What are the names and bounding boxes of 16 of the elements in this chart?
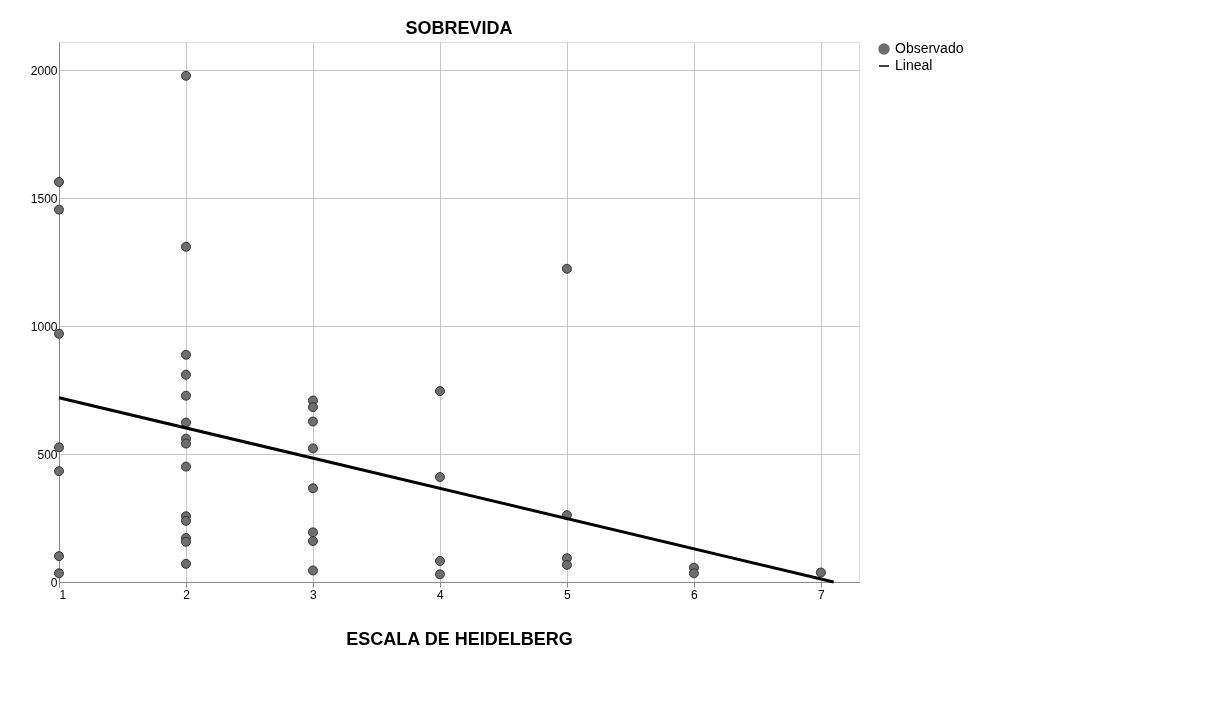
legend-label: Observado — [895, 40, 964, 56]
y-tick-label: 0 — [50, 575, 58, 590]
x-tick-label: 1 — [59, 587, 67, 602]
x-tick-label: 3 — [310, 587, 318, 602]
x-tick-label: 7 — [818, 587, 826, 602]
x-tick-label: 6 — [691, 587, 699, 602]
legend-label: Lineal — [895, 57, 933, 73]
y-tick-label: 2000 — [30, 63, 58, 78]
x-tick-label: 2 — [183, 587, 191, 602]
y-tick-label: 1000 — [30, 319, 58, 334]
y-tick-label: 500 — [37, 447, 58, 462]
x-tick-label: 5 — [564, 587, 572, 602]
chart-title: SOBREVIDA — [405, 18, 513, 38]
y-tick-label: 1500 — [30, 191, 58, 206]
x-axis-title: ESCALA DE HEIDELBERG — [346, 628, 573, 649]
x-tick-label: 4 — [437, 587, 445, 602]
